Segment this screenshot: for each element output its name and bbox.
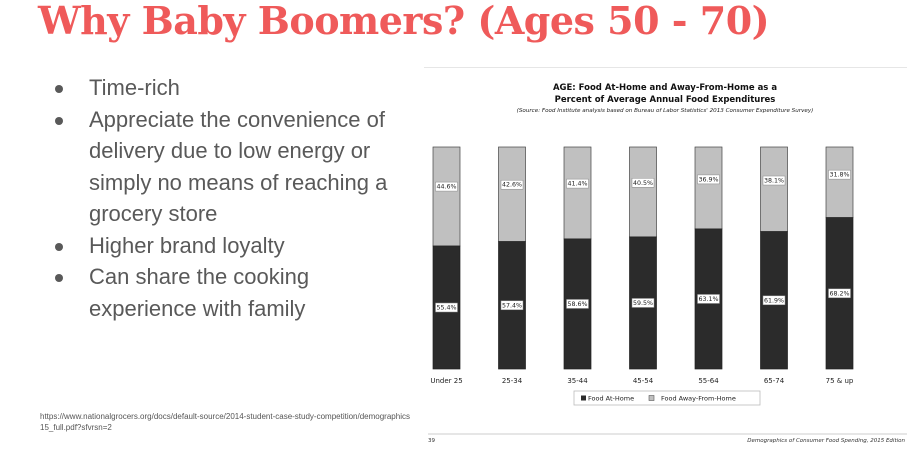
bullet-item: Appreciate the convenience of delivery d… xyxy=(52,104,412,230)
data-label-box xyxy=(697,174,720,185)
bullet-list: Time-rich Appreciate the convenience of … xyxy=(52,72,412,324)
data-label-at-home: 57.4% xyxy=(502,302,522,309)
legend: Food At-Home Food Away-From-Home xyxy=(573,390,761,406)
legend-label-at-home: Food At-Home xyxy=(588,395,634,403)
x-tick-label: 55-64 xyxy=(698,377,719,385)
bars-group: 44.6% 55.4% 42.6% 57.4% 41.4% 58.6% 40.5% 59.5%… xyxy=(432,146,854,370)
data-label-box xyxy=(762,175,786,186)
footer-caption: Demographics of Consumer Food Spending, … xyxy=(747,438,905,444)
legend-box xyxy=(573,390,761,406)
bar-away-from-home xyxy=(563,146,592,240)
data-label-box xyxy=(631,178,655,188)
data-label-box xyxy=(566,178,589,189)
x-tick-label: 45-54 xyxy=(633,377,654,385)
data-label-at-home: 63.1% xyxy=(698,296,718,303)
data-label-box xyxy=(435,302,458,313)
chart-title-line1: AGE: Food At-Home and Away-From-Home as … xyxy=(553,83,777,93)
chart-image: AGE: Food At-Home and Away-From-Home as … xyxy=(424,67,907,447)
page-number: 39 xyxy=(428,438,435,444)
x-tick-label: 35-44 xyxy=(567,377,588,385)
legend-label-away: Food Away-From-Home xyxy=(661,395,736,403)
data-label-box xyxy=(762,295,786,306)
data-label-box xyxy=(828,169,851,180)
data-label-away: 38.1% xyxy=(764,178,784,185)
data-label-box xyxy=(500,300,524,311)
bar-away-from-home xyxy=(760,146,788,232)
bullet-item: Time-rich xyxy=(52,72,412,104)
data-label-away: 44.6% xyxy=(436,184,456,191)
data-label-box xyxy=(566,299,589,309)
data-label-at-home: 68.2% xyxy=(829,290,849,297)
data-label-box xyxy=(435,181,458,192)
slide-title: Why Baby Boomers? (Ages 50 - 70) xyxy=(38,0,770,43)
x-tick-label: 75 & up xyxy=(826,377,854,385)
bar-away-from-home xyxy=(825,146,854,218)
bar-away-from-home xyxy=(694,146,723,230)
data-label-at-home: 55.4% xyxy=(436,305,456,312)
source-link[interactable]: https://www.nationalgrocers.org/docs/def… xyxy=(40,412,410,432)
data-label-box xyxy=(828,288,851,299)
x-tick-labels: Under 25 25-34 35-44 45-54 55-64 65-74 75 & up xyxy=(430,377,854,385)
x-tick-label: 25-34 xyxy=(502,377,523,385)
data-label-away: 42.6% xyxy=(502,182,522,189)
bullet-item: Can share the cooking experience with fa… xyxy=(52,261,412,324)
data-label-box xyxy=(631,298,655,308)
legend-swatch-at-home xyxy=(581,395,586,401)
stacked-bar-chart: AGE: Food At-Home and Away-From-Home as … xyxy=(424,67,907,444)
data-label-box xyxy=(697,294,720,304)
bar-away-from-home xyxy=(432,146,461,247)
x-tick-label: 65-74 xyxy=(764,377,785,385)
chart-title-line2: Percent of Average Annual Food Expenditu… xyxy=(555,95,776,105)
data-label-box xyxy=(500,179,524,190)
data-label-away: 40.5% xyxy=(633,180,653,187)
data-label-away: 41.4% xyxy=(567,181,587,188)
x-tick-label: Under 25 xyxy=(430,377,462,385)
data-label-at-home: 58.6% xyxy=(567,301,587,308)
data-label-at-home: 61.9% xyxy=(764,297,784,304)
data-label-away: 31.8% xyxy=(829,172,849,179)
bar-away-from-home xyxy=(629,146,657,238)
data-label-at-home: 59.5% xyxy=(633,300,653,307)
data-label-away: 36.9% xyxy=(698,176,718,183)
bar-away-from-home xyxy=(498,146,526,242)
chart-subtitle: (Source: Food Institute analysis based o… xyxy=(517,108,814,114)
bullet-item: Higher brand loyalty xyxy=(52,230,412,262)
legend-swatch-away xyxy=(648,395,655,401)
